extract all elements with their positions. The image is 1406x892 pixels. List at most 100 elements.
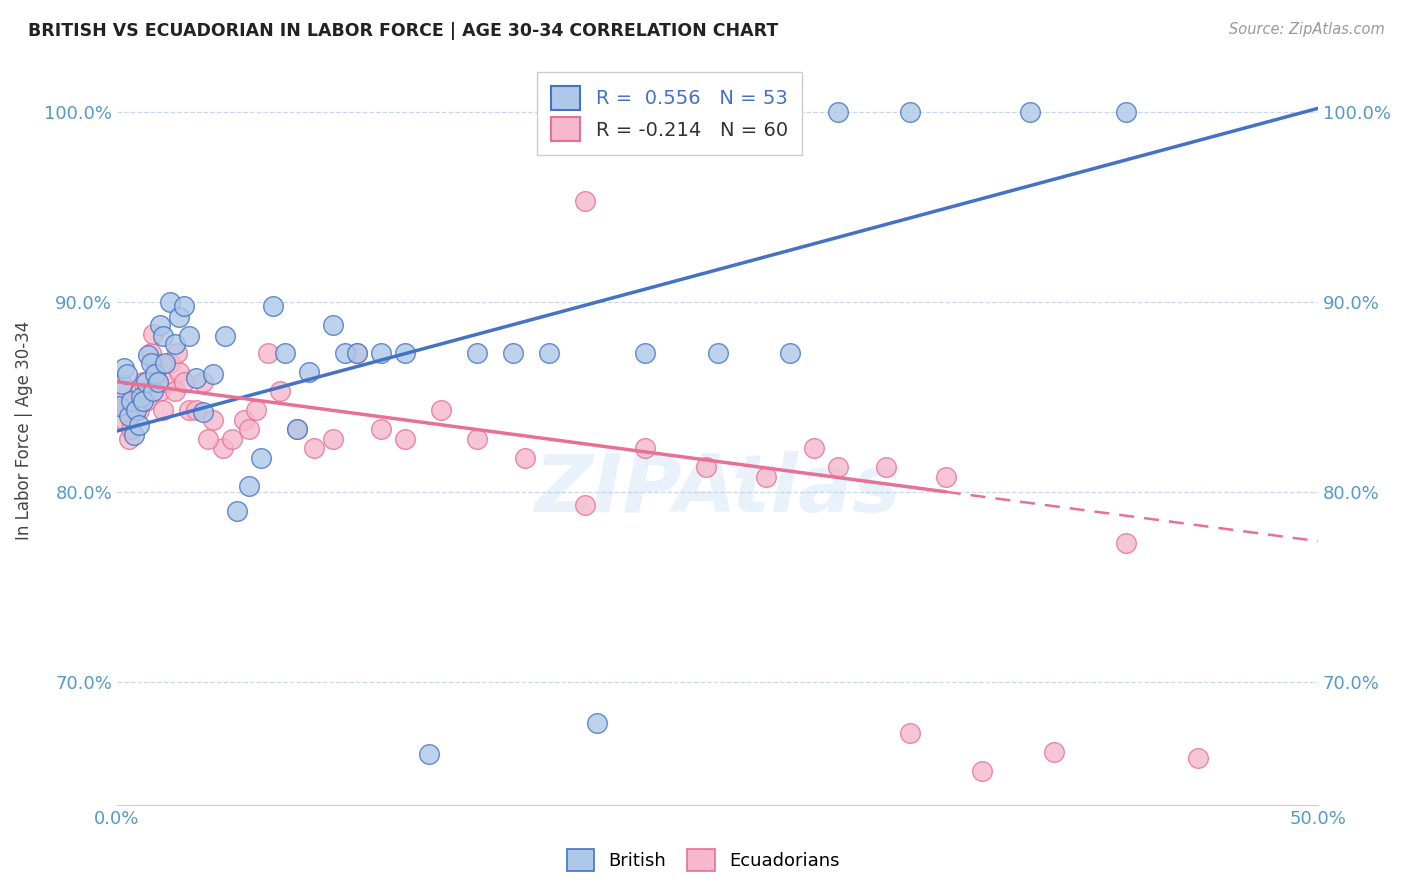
Point bbox=[115, 367, 138, 381]
Point bbox=[214, 329, 236, 343]
Point bbox=[149, 384, 172, 399]
Point bbox=[465, 432, 488, 446]
Point bbox=[146, 375, 169, 389]
Point bbox=[169, 310, 191, 325]
Point bbox=[1187, 750, 1209, 764]
Point bbox=[145, 367, 167, 381]
Point bbox=[515, 450, 537, 465]
Point bbox=[298, 365, 321, 379]
Legend: R =  0.556   N = 53, R = -0.214   N = 60: R = 0.556 N = 53, R = -0.214 N = 60 bbox=[537, 72, 801, 155]
Point bbox=[370, 346, 392, 360]
Point bbox=[238, 422, 260, 436]
Point bbox=[197, 432, 219, 446]
Point bbox=[586, 716, 609, 731]
Point bbox=[262, 299, 284, 313]
Point bbox=[132, 375, 155, 389]
Point bbox=[135, 393, 157, 408]
Point bbox=[898, 726, 921, 740]
Point bbox=[875, 460, 897, 475]
Point bbox=[1115, 105, 1137, 120]
Point bbox=[898, 105, 921, 120]
Point bbox=[136, 384, 159, 399]
Point bbox=[827, 105, 849, 120]
Point bbox=[159, 356, 181, 370]
Point bbox=[120, 422, 142, 436]
Point bbox=[634, 346, 657, 360]
Point bbox=[166, 346, 188, 360]
Point bbox=[169, 365, 191, 379]
Point bbox=[193, 405, 215, 419]
Point bbox=[502, 346, 524, 360]
Point bbox=[111, 384, 134, 399]
Point bbox=[153, 356, 176, 370]
Point bbox=[115, 403, 138, 417]
Point bbox=[322, 432, 344, 446]
Point bbox=[1043, 745, 1066, 759]
Point bbox=[285, 422, 308, 436]
Point bbox=[1018, 105, 1040, 120]
Point bbox=[128, 403, 150, 417]
Point bbox=[142, 327, 165, 342]
Point bbox=[159, 295, 181, 310]
Text: BRITISH VS ECUADORIAN IN LABOR FORCE | AGE 30-34 CORRELATION CHART: BRITISH VS ECUADORIAN IN LABOR FORCE | A… bbox=[28, 22, 779, 40]
Point bbox=[245, 403, 267, 417]
Point bbox=[136, 348, 159, 362]
Point bbox=[152, 403, 174, 417]
Point bbox=[173, 299, 195, 313]
Point bbox=[122, 403, 145, 417]
Point bbox=[163, 336, 186, 351]
Point bbox=[335, 346, 357, 360]
Point bbox=[538, 346, 561, 360]
Point bbox=[125, 403, 148, 417]
Point bbox=[118, 409, 141, 423]
Point bbox=[221, 432, 243, 446]
Point bbox=[129, 384, 152, 399]
Point bbox=[111, 376, 134, 391]
Point bbox=[186, 403, 208, 417]
Point bbox=[112, 412, 135, 426]
Point bbox=[238, 479, 260, 493]
Point bbox=[695, 460, 717, 475]
Point bbox=[706, 346, 728, 360]
Point bbox=[145, 356, 167, 370]
Point bbox=[112, 361, 135, 376]
Point bbox=[394, 346, 416, 360]
Point bbox=[202, 412, 225, 426]
Point bbox=[139, 356, 162, 370]
Point bbox=[118, 432, 141, 446]
Point bbox=[346, 346, 368, 360]
Point bbox=[779, 346, 801, 360]
Point bbox=[135, 375, 157, 389]
Point bbox=[142, 384, 165, 399]
Point bbox=[250, 450, 273, 465]
Point bbox=[465, 346, 488, 360]
Point bbox=[346, 346, 368, 360]
Point bbox=[211, 441, 233, 455]
Point bbox=[163, 384, 186, 399]
Point bbox=[108, 400, 131, 414]
Point bbox=[139, 346, 162, 360]
Point bbox=[755, 469, 778, 483]
Point bbox=[418, 747, 440, 761]
Point bbox=[125, 393, 148, 408]
Point bbox=[233, 412, 256, 426]
Point bbox=[129, 390, 152, 404]
Point bbox=[370, 422, 392, 436]
Point bbox=[285, 422, 308, 436]
Point bbox=[430, 403, 453, 417]
Point bbox=[146, 375, 169, 389]
Point bbox=[122, 428, 145, 442]
Point bbox=[394, 432, 416, 446]
Point bbox=[153, 375, 176, 389]
Point bbox=[120, 393, 142, 408]
Point bbox=[257, 346, 280, 360]
Point bbox=[177, 403, 200, 417]
Point bbox=[177, 329, 200, 343]
Point bbox=[152, 329, 174, 343]
Point bbox=[186, 371, 208, 385]
Point bbox=[574, 498, 596, 512]
Point bbox=[970, 764, 993, 778]
Point bbox=[108, 393, 131, 408]
Point bbox=[803, 441, 825, 455]
Point bbox=[302, 441, 325, 455]
